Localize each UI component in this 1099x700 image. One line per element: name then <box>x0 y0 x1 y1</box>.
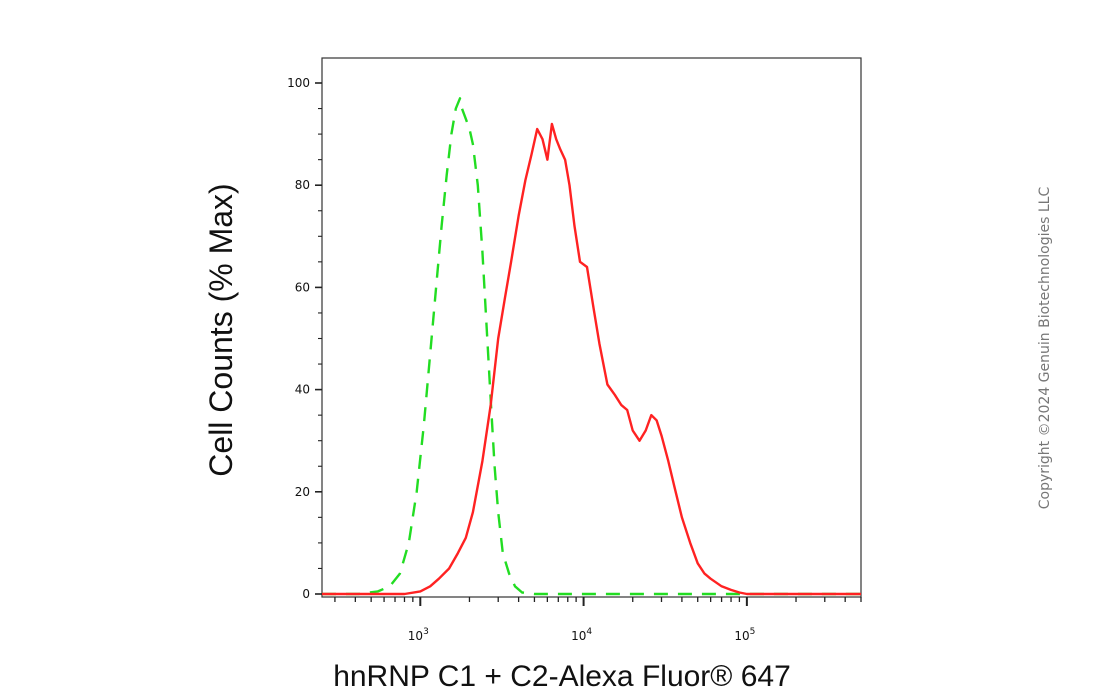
y-tick-label: 0 <box>302 587 310 601</box>
y-tick-label: 80 <box>295 178 310 192</box>
histogram-series <box>322 97 861 596</box>
plot-frame <box>321 57 862 598</box>
y-tick-label: 20 <box>295 485 310 499</box>
y-axis-ticks: 0 20 40 60 80 100 <box>287 76 322 601</box>
copyright-text: Copyright ©2024 Genuin Biotechnologies L… <box>1037 187 1053 510</box>
x-axis-label: hnRNP C1 + C2-Alexa Fluor® 647 <box>333 660 791 693</box>
x-axis-ticks: 103 104 105 <box>334 597 862 643</box>
x-tick-label: 104 <box>571 627 592 643</box>
x-tick-label: 105 <box>734 627 755 643</box>
sample-curve <box>322 122 861 596</box>
y-tick-label: 40 <box>295 383 310 397</box>
y-tick-label: 60 <box>295 280 310 294</box>
y-tick-label: 100 <box>287 76 310 90</box>
isotype-control-curve <box>322 97 861 596</box>
y-axis-label: Cell Counts (% Max) <box>203 183 239 476</box>
x-tick-label: 103 <box>408 627 429 643</box>
